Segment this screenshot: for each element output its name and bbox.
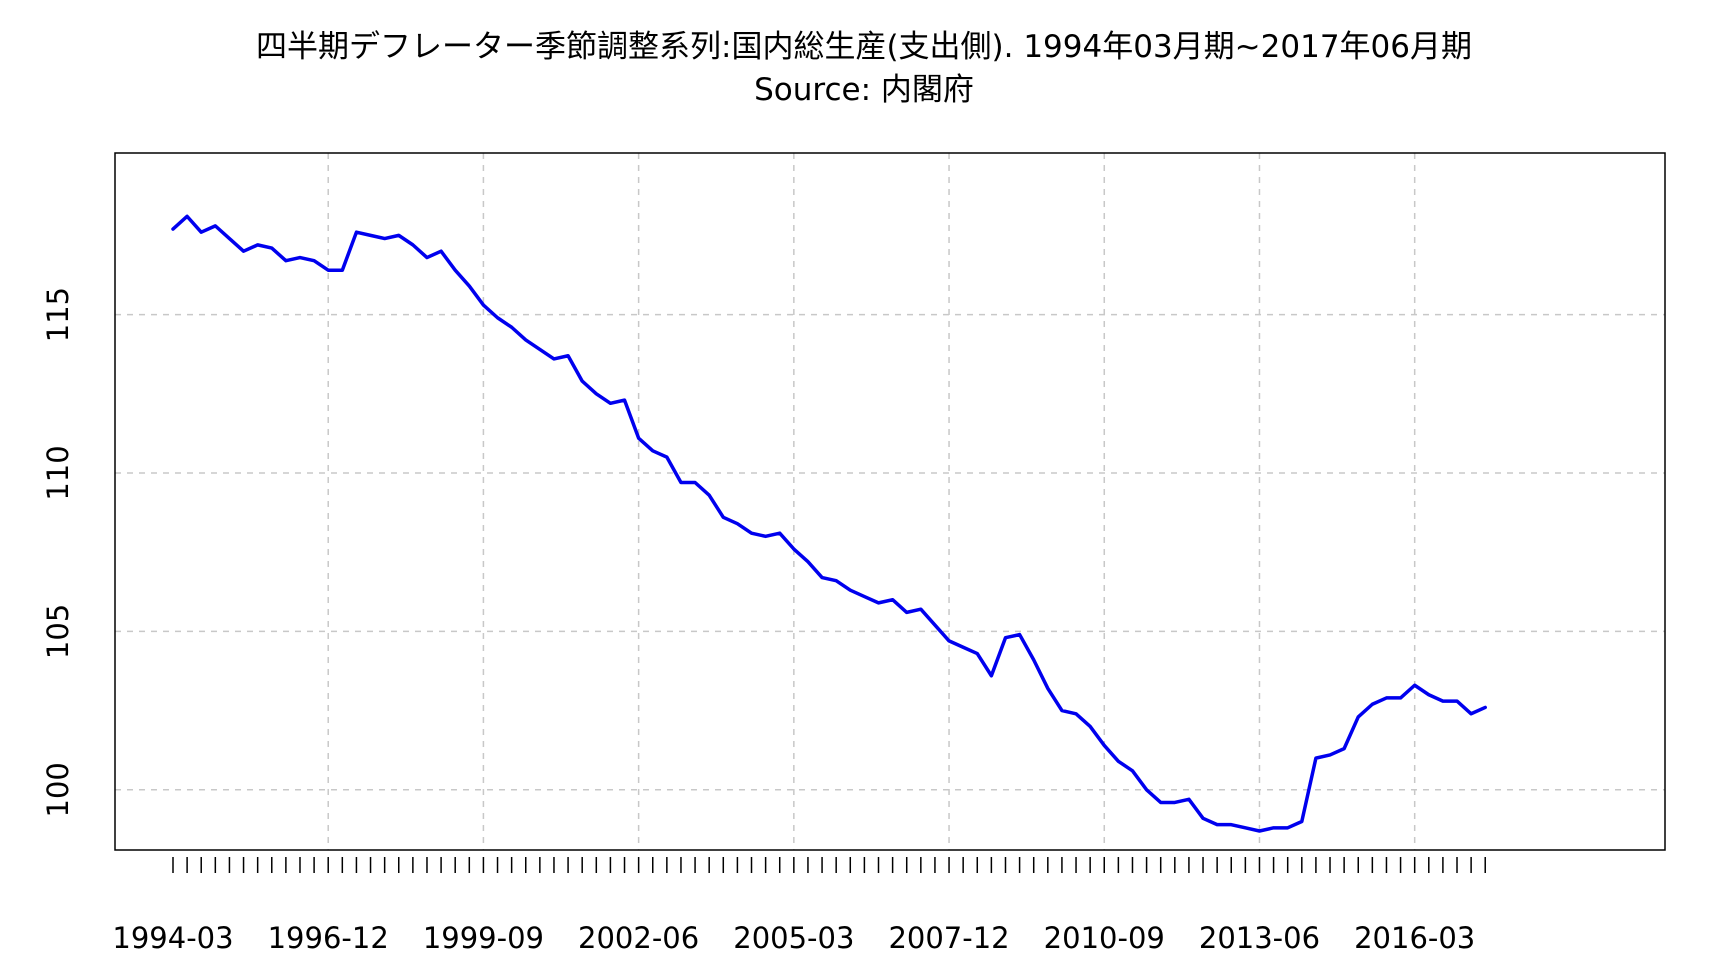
x-tick-label: 1996-12 [268, 921, 389, 955]
series-line [171, 214, 1487, 833]
x-tick-label: 2016-03 [1354, 921, 1475, 955]
x-tick-label: 2005-03 [733, 921, 854, 955]
x-axis: 1994-03 1996-12 1999-09 2002-06 2005-03 2007-… [112, 857, 1486, 955]
plot-frame [114, 152, 1666, 851]
grid-lines [115, 153, 1665, 850]
x-tick-label: 2013-06 [1199, 921, 1320, 955]
x-tick-label: 1994-03 [112, 921, 233, 955]
y-axis: 100 105 110 115 [41, 287, 75, 818]
chart-title: 四半期デフレーター季節調整系列:国内総生産(支出側). 1994年03月期~20… [256, 29, 1472, 65]
x-tick-label: 1999-09 [423, 921, 544, 955]
x-tick-label: 2010-09 [1044, 921, 1165, 955]
series-layer [171, 214, 1487, 833]
x-tick-label: 2002-06 [578, 921, 699, 955]
y-tick-label: 110 [41, 445, 75, 500]
chart-subtitle: Source: 内閣府 [754, 72, 974, 108]
y-tick-label: 105 [41, 604, 75, 659]
y-tick-label: 100 [41, 762, 75, 817]
y-tick-label: 115 [41, 287, 75, 342]
x-tick-label: 2007-12 [888, 921, 1009, 955]
